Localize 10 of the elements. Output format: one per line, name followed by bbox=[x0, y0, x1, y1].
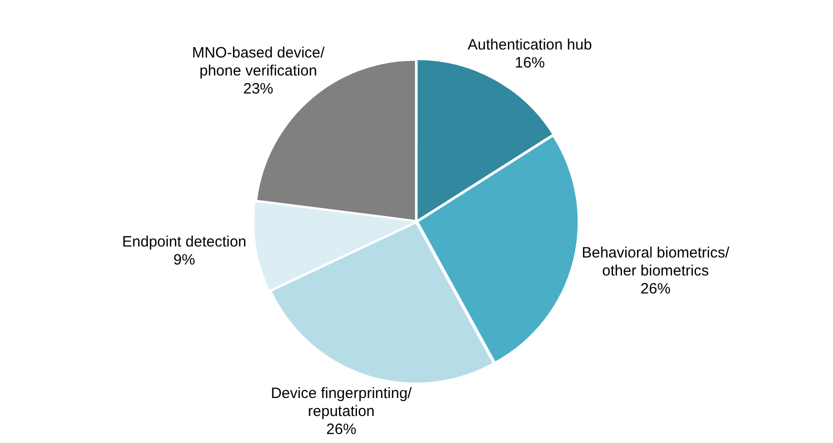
data-label: 26% bbox=[326, 420, 356, 438]
slice-label: Behavioral biometrics/ other biometrics bbox=[582, 244, 730, 280]
slice-label: Authentication hub bbox=[468, 36, 592, 54]
slice-label: MNO-based device/ phone verification bbox=[192, 44, 326, 80]
slice-label: Endpoint detection bbox=[122, 234, 246, 251]
data-label: 9% bbox=[173, 252, 196, 269]
data-label: 23% bbox=[243, 80, 274, 98]
data-label: 16% bbox=[514, 54, 545, 72]
slice-label: Device fingerprinting/ reputation bbox=[270, 384, 413, 420]
data-label: 26% bbox=[640, 280, 671, 298]
